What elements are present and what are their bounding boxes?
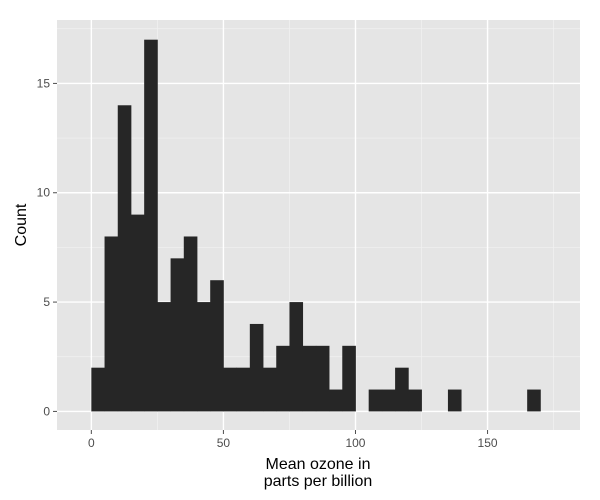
histogram-bar [527, 389, 541, 412]
histogram-bar [302, 345, 317, 412]
x-axis: 0 50 100 150 [88, 430, 498, 450]
histogram-bar [329, 389, 343, 412]
x-axis-title-line-2: parts per billion [264, 473, 373, 490]
histogram-bar [342, 345, 356, 412]
histogram-bar [276, 345, 290, 412]
histogram-bar [395, 367, 409, 412]
histogram-bar [368, 389, 383, 412]
y-tick-label: 5 [43, 295, 50, 309]
histogram-bar [144, 39, 158, 412]
histogram-bar [289, 302, 304, 412]
histogram-bar [170, 258, 185, 412]
histogram-bar [223, 367, 238, 412]
histogram-bar [315, 345, 330, 412]
histogram-bar [381, 389, 396, 412]
histogram-bar [157, 302, 171, 412]
histogram-bar [104, 236, 119, 412]
histogram-bar [196, 302, 211, 412]
histogram-bar [408, 389, 422, 412]
y-axis: 0 5 10 15 [37, 76, 57, 418]
x-tick-label: 100 [345, 436, 365, 450]
histogram-bar [210, 280, 224, 412]
histogram-bar [249, 323, 264, 412]
histogram-bar [447, 389, 462, 412]
x-tick-label: 150 [478, 436, 498, 450]
histogram-bar [130, 214, 145, 412]
histogram-bar [263, 367, 277, 412]
histogram-bars [91, 39, 541, 412]
y-tick-label: 0 [43, 404, 50, 418]
x-tick-label: 0 [88, 436, 95, 450]
x-tick-label: 50 [217, 436, 231, 450]
y-axis-title: Count [13, 203, 30, 246]
histogram-bar [236, 367, 251, 412]
histogram-bar [183, 236, 198, 412]
y-tick-label: 15 [37, 76, 51, 90]
histogram-bar [91, 367, 105, 412]
histogram-bar [117, 105, 132, 412]
x-axis-title-line-1: Mean ozone in [266, 456, 371, 473]
y-tick-label: 10 [37, 186, 51, 200]
